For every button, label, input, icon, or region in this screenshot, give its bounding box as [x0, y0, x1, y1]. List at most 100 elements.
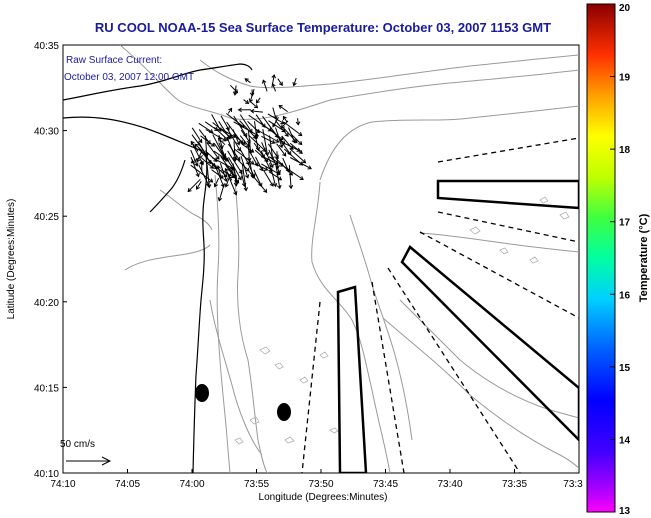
x-axis-ticks: 74:10 74:05 74:00 73:55 73:50 73:45 73:40 73:35…	[50, 469, 583, 490]
current-vector	[268, 149, 281, 174]
current-vector	[241, 163, 247, 191]
current-vector	[220, 156, 237, 179]
current-vector	[226, 113, 245, 128]
current-vector	[199, 156, 214, 169]
current-vector	[255, 97, 261, 104]
coastline-segment	[149, 159, 186, 213]
current-vector-head	[282, 152, 287, 157]
current-vector-head	[271, 74, 276, 79]
current-vector-head	[236, 141, 241, 146]
y-tick-label: 40:25	[34, 212, 59, 223]
current-vector	[268, 156, 284, 167]
current-vector-head	[224, 167, 229, 173]
current-vector	[275, 163, 281, 189]
current-vector	[191, 127, 203, 143]
isobath-contour	[159, 189, 213, 231]
current-vector	[247, 121, 260, 133]
current-vector-head	[206, 184, 212, 189]
y-axis-ticks: 40:35 40:30 40:25 40:20 40:15 40:10	[34, 41, 67, 480]
current-vector-head	[194, 143, 199, 148]
colorbar-tick-label: 19	[619, 73, 631, 84]
radar-beam-ray	[419, 231, 579, 319]
current-vector-head	[194, 162, 199, 167]
isobath-contour	[319, 105, 579, 181]
x-axis-label: Longitude (Degrees:Minutes)	[259, 492, 388, 503]
current-vector	[247, 162, 255, 178]
current-vector-head	[299, 176, 304, 181]
current-vector	[254, 163, 268, 171]
current-vector-head	[236, 147, 241, 152]
current-vector	[219, 148, 234, 170]
isobath-contour	[209, 299, 263, 456]
x-tick-label: 74:00	[179, 479, 204, 490]
current-vector	[205, 129, 227, 142]
current-vector	[297, 118, 299, 125]
y-axis-label: Latitude (Degrees:Minutes)	[6, 199, 17, 320]
current-vector	[247, 129, 252, 154]
y-tick-label: 40:10	[34, 469, 59, 480]
current-vector	[267, 143, 279, 159]
current-vector	[219, 163, 227, 182]
current-vector-head	[253, 104, 259, 109]
current-vector-head	[282, 115, 287, 120]
current-vector	[227, 150, 243, 174]
current-vector-head	[250, 108, 255, 114]
current-vector	[240, 169, 246, 187]
scale-label: 50 cm/s	[60, 439, 95, 450]
current-vector	[218, 134, 223, 149]
current-vector	[275, 120, 289, 137]
current-vector-head	[217, 197, 223, 202]
current-vector	[218, 137, 226, 146]
current-vector-head	[199, 161, 204, 166]
current-vector-head	[307, 165, 312, 170]
current-vector-head	[243, 187, 249, 192]
current-vector-head	[196, 158, 201, 163]
current-vector-head	[233, 182, 239, 187]
x-tick-label: 74:10	[50, 479, 75, 490]
current-vector-head	[301, 159, 307, 164]
colorbar-gradient	[586, 3, 616, 513]
y-tick-label: 40:30	[34, 127, 59, 138]
colorbar-tick-label: 14	[619, 435, 631, 446]
x-tick-label: 74:05	[115, 479, 140, 490]
current-vector-head	[233, 89, 239, 94]
current-vector	[196, 148, 204, 162]
current-vector	[226, 127, 241, 151]
current-vector-head	[233, 191, 238, 196]
current-vector	[214, 177, 220, 187]
coastline-segment	[63, 63, 253, 101]
x-tick-label: 73:35	[502, 479, 527, 490]
current-vector	[241, 143, 254, 153]
current-vector	[217, 165, 222, 178]
current-vector	[250, 110, 263, 113]
current-vector	[278, 105, 288, 113]
annotation-line-1: Raw Surface Current:	[66, 55, 162, 66]
current-vector-head	[228, 107, 233, 112]
x-tick-label: 73:45	[373, 479, 398, 490]
current-vector	[198, 164, 210, 186]
x-tick-label: 73:55	[244, 479, 269, 490]
current-vector-head	[264, 166, 269, 171]
current-vector	[194, 143, 203, 151]
current-vector	[196, 181, 202, 190]
y-tick-label: 40:20	[34, 298, 59, 309]
current-vector	[277, 78, 283, 86]
current-vector-head	[204, 153, 209, 158]
current-vector-head	[292, 81, 297, 87]
colorbar-tick-label: 15	[619, 363, 631, 374]
current-vector	[239, 149, 250, 165]
current-vector	[218, 121, 231, 140]
current-vector	[248, 171, 267, 193]
isobath-contour	[382, 317, 579, 469]
current-vector	[239, 114, 253, 133]
current-vector-head	[206, 140, 211, 145]
current-vector-head	[298, 161, 304, 166]
colorbar: 13 14 15 16 17 18 19 20 Temperature (°C)	[586, 3, 650, 517]
current-vector	[281, 164, 304, 180]
radar-beam-polygons	[336, 179, 579, 473]
radar-beam-rays	[301, 137, 579, 473]
x-tick-label: 73:50	[308, 479, 333, 490]
current-vector	[187, 178, 201, 192]
current-vector-head	[226, 135, 231, 140]
y-tick-label: 40:15	[34, 383, 59, 394]
